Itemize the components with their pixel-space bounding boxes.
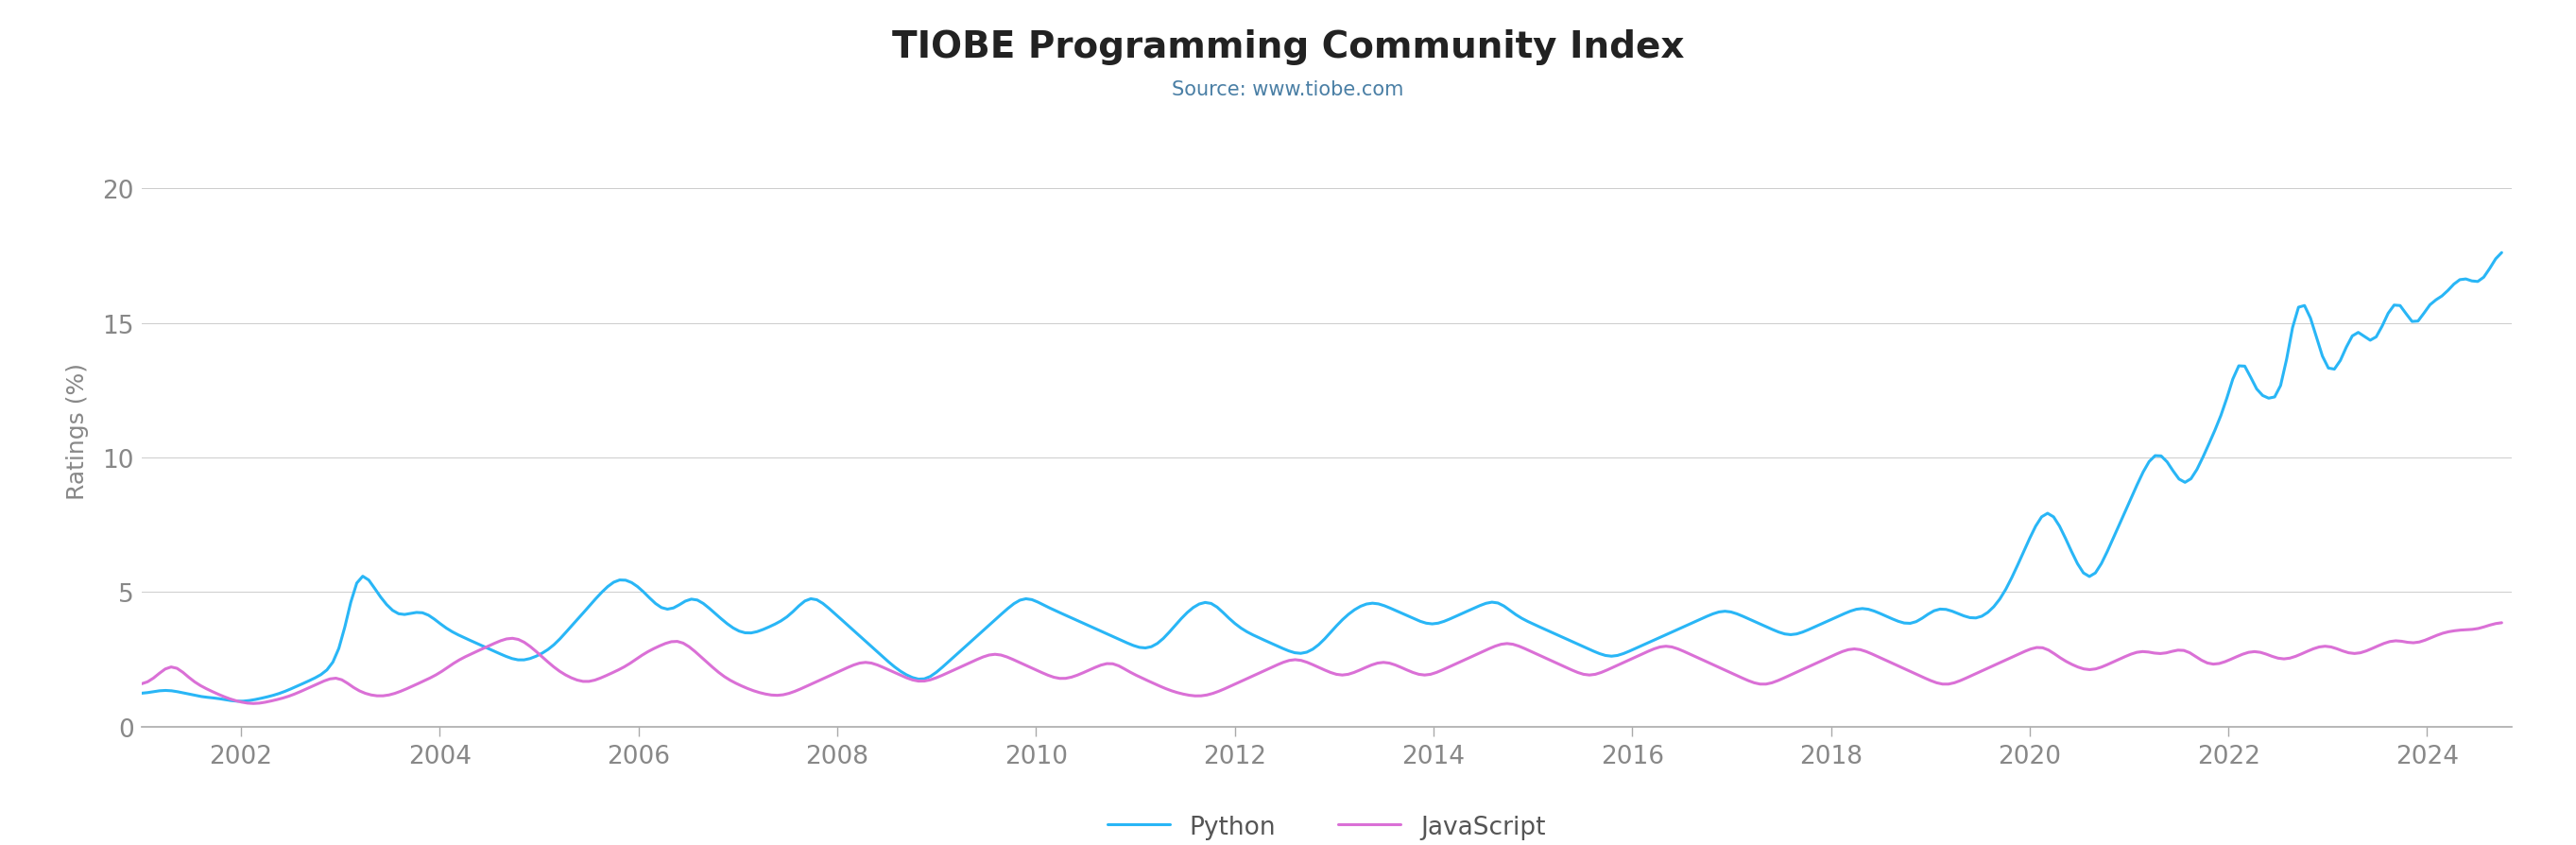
Text: TIOBE Programming Community Index: TIOBE Programming Community Index [891, 30, 1685, 65]
Line: Python: Python [142, 253, 2501, 701]
Python [992, 603, 1023, 613]
JavaScript [1355, 660, 1386, 670]
Python [289, 679, 319, 689]
JavaScript [2228, 649, 2259, 659]
JavaScript [1391, 665, 1422, 675]
Legend: Python, JavaScript: Python, JavaScript [1097, 804, 1556, 845]
Python [2439, 280, 2470, 290]
JavaScript [2069, 664, 2099, 674]
Python [2486, 248, 2517, 259]
Python [222, 696, 252, 706]
Text: Source: www.tiobe.com: Source: www.tiobe.com [1172, 80, 1404, 99]
Y-axis label: Ratings (%): Ratings (%) [67, 363, 90, 499]
Line: JavaScript: JavaScript [142, 623, 2501, 704]
JavaScript [2486, 618, 2517, 628]
JavaScript [428, 667, 459, 677]
JavaScript [237, 699, 268, 709]
JavaScript [1610, 657, 1641, 668]
Python [1834, 607, 1865, 617]
Python [126, 689, 157, 699]
Python [2141, 451, 2172, 461]
Python [933, 657, 963, 668]
JavaScript [126, 679, 157, 689]
